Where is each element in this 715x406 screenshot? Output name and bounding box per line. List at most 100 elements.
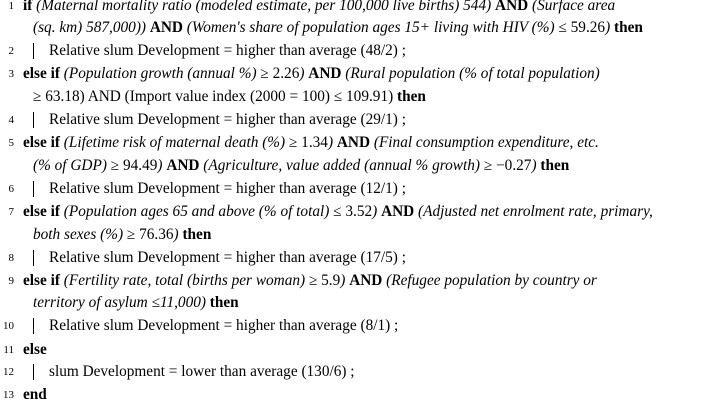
text-segment: ) bbox=[157, 157, 167, 174]
statement-text: slum Development = lower than average (1… bbox=[49, 361, 355, 383]
text-segment: (Fertility rate, total (births per woman… bbox=[59, 272, 309, 289]
text-segment: ) bbox=[372, 203, 382, 220]
keyword: AND bbox=[149, 19, 183, 36]
block-indent-rule bbox=[33, 181, 34, 197]
text-segment: both sexes (%) bbox=[33, 226, 127, 243]
algorithm-line: ≥ 63.18) AND (Import value index (2000 =… bbox=[0, 86, 715, 108]
keyword: AND bbox=[166, 157, 200, 174]
condition-text: territory of asylum ≤11,000) then bbox=[33, 292, 239, 314]
line-number: 8 bbox=[8, 252, 15, 264]
keyword: then bbox=[610, 19, 643, 36]
text-segment: ≥ 63.18) AND (Import value index (2000 =… bbox=[33, 88, 398, 105]
keyword: then bbox=[536, 157, 570, 174]
line-number: 11 bbox=[3, 344, 14, 356]
line-number: 7 bbox=[8, 206, 15, 218]
text-segment: (Rural population (% of total population… bbox=[341, 65, 600, 82]
line-number: 6 bbox=[8, 183, 15, 195]
text-segment: (Maternal mortality ratio (modeled estim… bbox=[32, 0, 496, 14]
text-segment: (Population ages 65 and above (% of tota… bbox=[59, 203, 334, 220]
condition-text: else bbox=[23, 339, 47, 361]
keyword: AND bbox=[336, 134, 371, 151]
condition-text: else if (Lifetime risk of maternal death… bbox=[23, 132, 599, 154]
statement-text: Relative slum Development = higher than … bbox=[49, 109, 406, 131]
condition-text: else if (Fertility rate, total (births p… bbox=[23, 270, 597, 292]
statement-text: Relative slum Development = higher than … bbox=[49, 178, 406, 200]
text-segment: ≥ −0.27 bbox=[483, 157, 532, 174]
algorithm-line: 10 Relative slum Development = higher tha… bbox=[0, 315, 715, 337]
block-indent-rule bbox=[33, 43, 34, 59]
text-segment: slum Development = lower than average (1… bbox=[49, 363, 355, 380]
text-segment: ≤ 59.26 bbox=[558, 19, 606, 36]
algorithm-line: 4 Relative slum Development = higher than… bbox=[0, 109, 715, 131]
keyword: then bbox=[178, 226, 212, 243]
keyword: AND bbox=[349, 272, 383, 289]
condition-text: (sq. km) 587,000)) AND (Women's share of… bbox=[33, 17, 643, 39]
block-indent-rule bbox=[33, 112, 34, 128]
condition-text: end bbox=[23, 384, 47, 406]
text-segment: ) bbox=[340, 272, 350, 289]
keyword: AND bbox=[495, 0, 529, 14]
text-segment: (Population growth (annual %) bbox=[59, 65, 261, 82]
text-segment: ) bbox=[173, 226, 179, 243]
algorithm-line: both sexes (%) ≥ 76.36) then bbox=[0, 224, 715, 246]
keyword: then bbox=[397, 88, 426, 105]
line-number: 13 bbox=[3, 389, 14, 401]
condition-text: else if (Population ages 65 and above (%… bbox=[23, 201, 653, 223]
line-number: 3 bbox=[8, 68, 15, 80]
keyword: AND bbox=[381, 203, 415, 220]
text-segment: ≥ 76.36 bbox=[126, 226, 174, 243]
text-segment: ) bbox=[605, 19, 611, 36]
text-segment: (sq. km) 587,000)) bbox=[33, 19, 150, 36]
keyword: then bbox=[205, 294, 239, 311]
algorithm-line: 2 Relative slum Development = higher than… bbox=[0, 40, 715, 62]
text-segment: Relative slum Development = higher than … bbox=[49, 317, 399, 334]
line-number: 5 bbox=[8, 137, 15, 149]
condition-text: if (Maternal mortality ratio (modeled es… bbox=[23, 0, 615, 17]
text-segment: ≥ 1.34 bbox=[288, 134, 328, 151]
block-indent-rule bbox=[33, 250, 34, 266]
condition-text: (% of GDP) ≥ 94.49) AND (Agriculture, va… bbox=[33, 155, 569, 177]
text-segment: (Agriculture, value added (annual % grow… bbox=[199, 157, 484, 174]
text-segment: (Lifetime risk of maternal death (%) bbox=[59, 134, 289, 151]
keyword: else if bbox=[23, 203, 60, 220]
text-segment: territory of asylum ≤11,000) bbox=[33, 294, 206, 311]
text-segment: Relative slum Development = higher than … bbox=[49, 42, 406, 59]
text-segment: (Women's share of population ages 15+ li… bbox=[182, 19, 559, 36]
text-segment: (Surface area bbox=[528, 0, 616, 14]
condition-text: ≥ 63.18) AND (Import value index (2000 =… bbox=[33, 86, 426, 108]
text-segment: ≥ 94.49 bbox=[110, 157, 158, 174]
line-number: 1 bbox=[8, 0, 15, 12]
line-number: 9 bbox=[8, 275, 15, 287]
block-indent-rule bbox=[33, 364, 34, 380]
statement-text: Relative slum Development = higher than … bbox=[49, 315, 398, 337]
text-segment: ≤ 3.52 bbox=[333, 203, 373, 220]
text-segment: (Adjusted net enrolment rate, primary, bbox=[414, 203, 653, 220]
algorithm-line: 9 else if (Fertility rate, total (births … bbox=[0, 270, 715, 292]
text-segment: ≥ 2.26 bbox=[260, 65, 300, 82]
condition-text: both sexes (%) ≥ 76.36) then bbox=[33, 224, 211, 246]
text-segment: Relative slum Development = higher than … bbox=[49, 249, 406, 266]
algorithm-line: 13 end bbox=[0, 384, 715, 406]
keyword: else if bbox=[23, 65, 60, 82]
text-segment: ≥ 5.9 bbox=[308, 272, 341, 289]
text-segment: (% of GDP) bbox=[33, 157, 111, 174]
line-number: 12 bbox=[3, 366, 14, 378]
text-segment: Relative slum Development = higher than … bbox=[49, 180, 406, 197]
keyword: else bbox=[23, 341, 47, 358]
keyword: else if bbox=[23, 134, 60, 151]
algorithm-line: territory of asylum ≤11,000) then bbox=[0, 292, 715, 314]
line-number: 2 bbox=[8, 45, 15, 57]
algorithm-line: (% of GDP) ≥ 94.49) AND (Agriculture, va… bbox=[0, 155, 715, 177]
algorithm-line: 12 slum Development = lower than average … bbox=[0, 361, 715, 383]
statement-text: Relative slum Development = higher than … bbox=[49, 40, 406, 62]
algorithm-line: 8 Relative slum Development = higher than… bbox=[0, 247, 715, 269]
algorithm-line: 5 else if (Lifetime risk of maternal deat… bbox=[0, 132, 715, 154]
algorithm-line: 6 Relative slum Development = higher than… bbox=[0, 178, 715, 200]
algorithm-line: 7 else if (Population ages 65 and above (… bbox=[0, 201, 715, 223]
text-segment: ) bbox=[299, 65, 309, 82]
keyword: if bbox=[23, 0, 33, 14]
block-indent-rule bbox=[33, 318, 34, 334]
keyword: else if bbox=[23, 272, 60, 289]
text-segment: (Final consumption expenditure, etc. bbox=[370, 134, 599, 151]
